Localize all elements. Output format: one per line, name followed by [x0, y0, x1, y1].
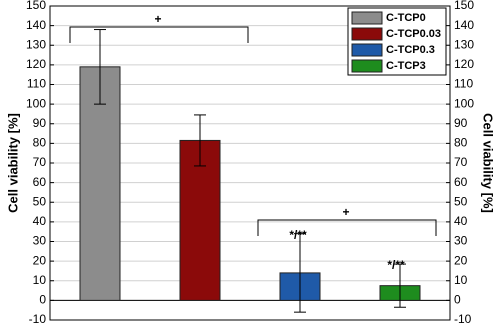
annotation: +: [342, 205, 349, 219]
y-tick-label: 140: [26, 18, 46, 32]
y-tick-label: 0: [39, 293, 46, 307]
y2-tick-label: 40: [454, 214, 468, 228]
y-tick-label: 60: [33, 175, 47, 189]
legend-swatch: [351, 11, 383, 25]
bar: [179, 139, 221, 301]
y2-tick-label: 140: [454, 18, 474, 32]
bar: [79, 66, 121, 301]
legend-swatch: [351, 43, 383, 57]
y2-tick-label: 10: [454, 273, 468, 287]
y2-tick-label: 0: [454, 293, 461, 307]
y-tick-label: -10: [29, 312, 47, 326]
error-bar: [394, 263, 406, 308]
y2-tick-label: 120: [454, 57, 474, 71]
y-tick-label: 120: [26, 57, 46, 71]
error-bar: [294, 233, 306, 313]
annotation: */**: [289, 228, 307, 242]
y2-tick-label: 130: [454, 37, 474, 51]
legend-swatch: [351, 27, 383, 41]
y-tick-label: 150: [26, 0, 46, 12]
y2-tick-label: 100: [454, 96, 474, 110]
y2-tick-label: 20: [454, 253, 468, 267]
bracket: [257, 219, 437, 236]
y-axis-label: Cell viability [%]: [5, 113, 20, 213]
y2-tick-label: 60: [454, 175, 468, 189]
y-tick-label: 30: [33, 234, 47, 248]
y2-tick-label: 30: [454, 234, 468, 248]
annotation: +: [154, 12, 161, 26]
y-tick-label: 90: [33, 116, 47, 130]
y2-tick-label: 90: [454, 116, 468, 130]
y2-tick-label: 110: [454, 77, 473, 91]
legend-label: C-TCP3: [386, 60, 426, 72]
bracket: [69, 26, 249, 43]
y-tick-label: 80: [33, 136, 47, 150]
y2-tick-label: 80: [454, 136, 468, 150]
y-tick-label: 70: [33, 155, 47, 169]
legend-label: C-TCP0.3: [386, 44, 435, 56]
y-tick-label: 20: [33, 253, 47, 267]
y-tick-label: 40: [33, 214, 47, 228]
legend-label: C-TCP0.03: [386, 28, 441, 40]
error-bar: [94, 29, 106, 105]
y-tick-label: 130: [26, 37, 46, 51]
y-tick-label: 100: [26, 96, 46, 110]
y-tick-label: 50: [33, 194, 47, 208]
annotation: */**: [387, 258, 405, 272]
legend-swatch: [351, 59, 383, 73]
y2-tick-label: -10: [454, 312, 472, 326]
plot-frame: [49, 5, 451, 321]
y2-tick-label: 50: [454, 194, 468, 208]
legend-label: C-TCP0: [386, 12, 426, 24]
y-tick-label: 10: [33, 273, 47, 287]
y2-axis-label: Cell viability [%]: [481, 113, 496, 213]
y2-tick-label: 150: [454, 0, 474, 12]
y-tick-label: 110: [27, 77, 46, 91]
error-bar: [194, 114, 206, 167]
y2-tick-label: 70: [454, 155, 468, 169]
